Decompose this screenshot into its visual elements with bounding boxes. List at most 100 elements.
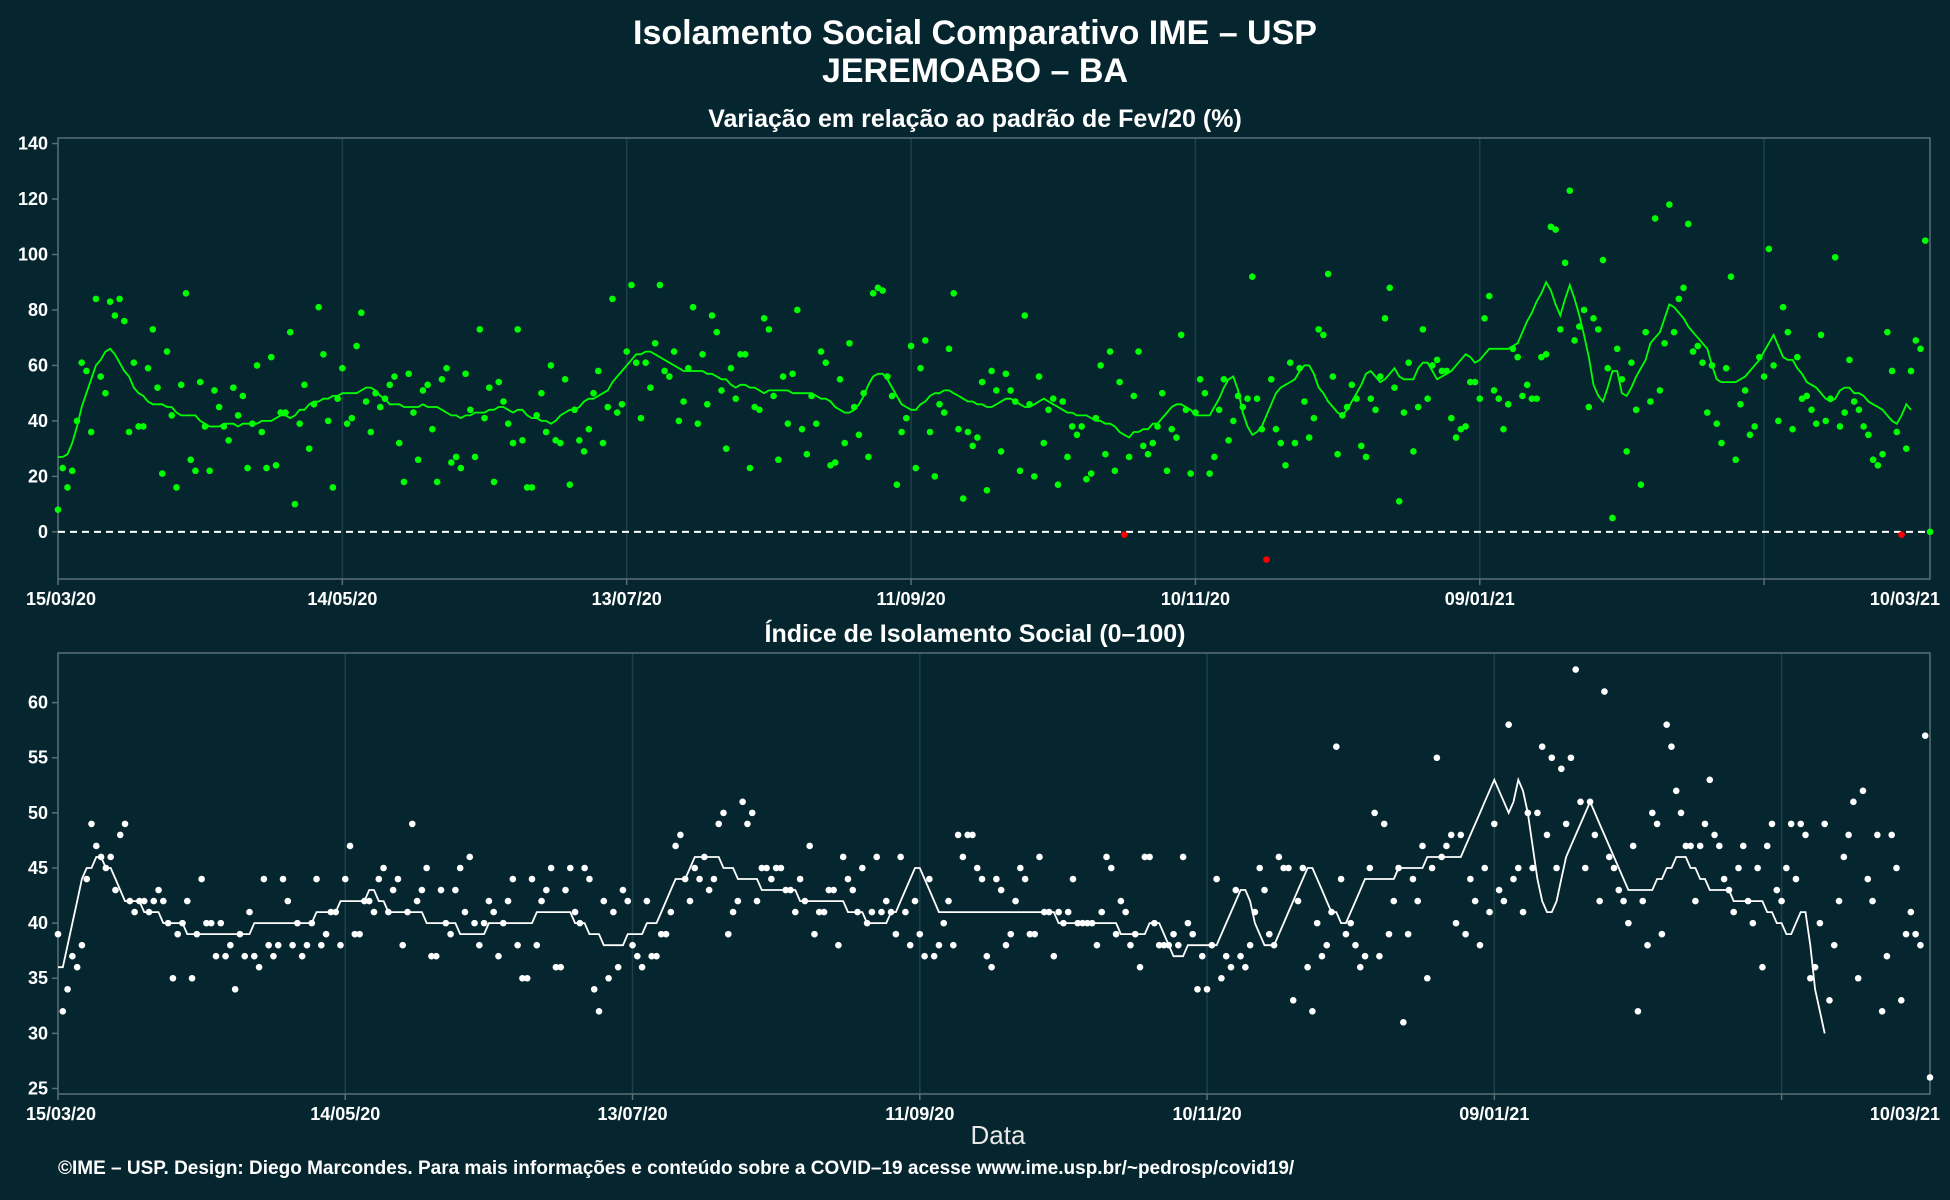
index-data-point <box>1074 919 1082 927</box>
variation-data-point <box>765 326 773 333</box>
index-data-point <box>164 919 172 927</box>
index-data-point <box>456 864 464 872</box>
variation-data-point <box>903 414 910 422</box>
variation-data-point <box>495 378 503 386</box>
variation-data-point <box>102 389 109 397</box>
index-data-point <box>1462 930 1469 938</box>
chart-subtitle: JEREMOABO – BA <box>821 52 1129 90</box>
index-data-point <box>1878 1008 1886 1015</box>
index-data-point <box>1840 853 1848 861</box>
variation-data-point <box>339 364 346 372</box>
variation-data-point <box>514 326 522 333</box>
index-data-point <box>121 820 129 828</box>
index-data-point <box>1146 853 1153 861</box>
index-data-point <box>543 886 550 894</box>
index-data-point <box>1826 996 1833 1004</box>
variation-data-point <box>789 370 796 378</box>
index-data-point <box>1562 820 1570 828</box>
variation-data-point <box>1196 376 1204 383</box>
index-data-point <box>969 831 976 839</box>
index-data-point <box>878 908 885 916</box>
index-data-point <box>298 952 306 960</box>
variation-data-point <box>1495 395 1503 403</box>
variation-data-point <box>1414 403 1422 411</box>
variation-data-point <box>893 481 901 488</box>
index-data-point <box>198 875 205 883</box>
variation-data-point <box>324 417 332 425</box>
variation-data-point <box>1410 448 1417 455</box>
index-data-point <box>93 842 100 850</box>
index-data-point <box>940 919 948 927</box>
index-data-point <box>351 930 359 938</box>
index-data-point <box>207 919 215 927</box>
index-y-tick-label: 40 <box>28 913 48 933</box>
variation-data-point <box>1794 353 1801 361</box>
index-data-point <box>954 831 962 839</box>
variation-data-point <box>741 351 749 358</box>
index-data-point <box>1716 842 1723 850</box>
index-data-point <box>1021 875 1029 883</box>
index-data-point <box>1572 666 1580 673</box>
variation-data-point <box>533 412 540 419</box>
variation-data-point <box>301 381 308 389</box>
index-data-point <box>212 952 220 960</box>
index-data-point <box>1361 952 1369 960</box>
index-data-point <box>1385 930 1393 938</box>
variation-y-tick-label: 0 <box>38 522 48 542</box>
variation-data-point <box>1590 314 1597 322</box>
variation-data-point <box>613 409 621 416</box>
index-data-point <box>1088 919 1096 927</box>
variation-data-point <box>192 467 199 475</box>
variation-data-point <box>1557 326 1564 333</box>
variation-data-point <box>121 317 128 325</box>
index-data-point <box>1040 908 1048 916</box>
variation-data-point <box>1026 400 1033 408</box>
variation-data-point <box>1443 367 1450 375</box>
index-data-point <box>839 853 847 861</box>
variation-data-point <box>959 495 967 502</box>
variation-data-point <box>685 364 692 372</box>
variation-data-point <box>642 359 649 366</box>
variation-data-point <box>718 387 725 394</box>
variation-data-point <box>1784 328 1792 336</box>
index-x-tick-label: 14/05/20 <box>310 1104 380 1124</box>
chart-title: Isolamento Social Comparativo IME – USP <box>633 14 1317 52</box>
index-y-tick-label: 45 <box>28 858 48 878</box>
variation-data-point <box>831 459 839 466</box>
variation-data-point <box>291 500 299 508</box>
index-data-point <box>552 963 560 971</box>
variation-data-point <box>59 464 67 472</box>
variation-data-point <box>1225 437 1232 444</box>
index-data-point <box>1739 842 1747 850</box>
variation-data-point <box>305 445 313 452</box>
index-data-point <box>1610 864 1618 872</box>
index-data-point <box>959 853 967 861</box>
index-data-point <box>820 908 828 916</box>
index-data-point <box>710 875 718 883</box>
variation-data-point <box>1779 303 1787 311</box>
variation-data-point <box>940 409 948 416</box>
variation-data-point <box>315 303 322 311</box>
variation-data-point <box>1732 456 1739 464</box>
index-data-point <box>657 930 665 938</box>
variation-data-point <box>277 409 285 416</box>
index-data-point <box>461 908 469 916</box>
variation-data-point <box>1566 187 1574 194</box>
index-data-point <box>432 952 440 960</box>
index-data-point <box>1002 941 1010 949</box>
index-panel-border <box>57 652 1931 1095</box>
index-data-point <box>69 952 76 960</box>
index-data-point <box>471 919 478 927</box>
variation-data-point <box>1703 409 1711 416</box>
index-data-point <box>504 897 512 905</box>
variation-data-point <box>803 450 811 458</box>
variation-data-point <box>1097 362 1104 369</box>
variation-data-point <box>196 378 204 386</box>
variation-data-point <box>230 384 237 391</box>
variation-data-point <box>561 376 569 383</box>
variation-data-point <box>566 481 574 488</box>
index-data-point <box>1036 853 1043 861</box>
variation-data-point <box>969 442 976 450</box>
index-data-point <box>964 831 971 839</box>
index-data-point <box>265 941 272 949</box>
